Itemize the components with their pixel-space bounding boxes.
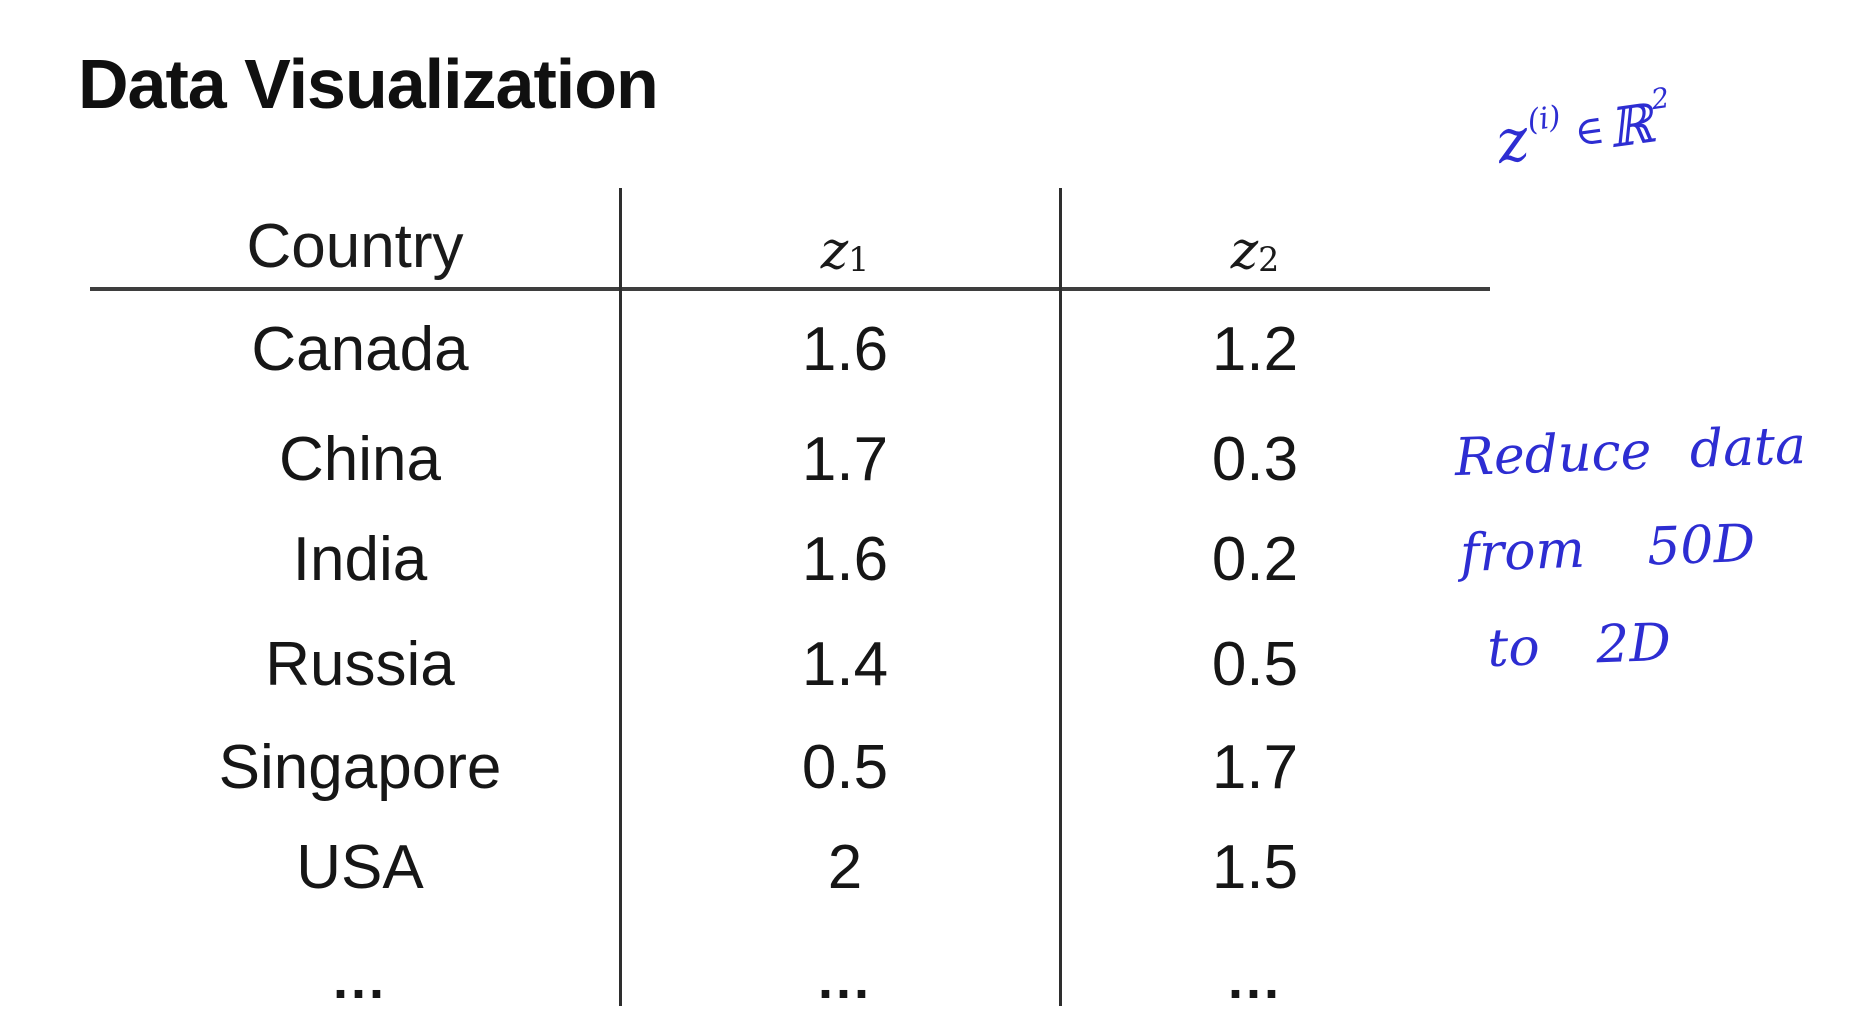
z1-cell: 1.6 [801,525,889,594]
z2-cell: 0.2 [1211,525,1299,594]
handwritten-reduction-note: Reduce data from 50D to 2D [1453,398,1814,698]
country-cell: Canada [251,315,469,384]
table-column-divider-2 [1059,188,1062,1006]
country-cell: Russia [265,630,455,699]
z1-symbol: z [820,221,849,281]
reduction-note-line-1: Reduce data [1453,415,1807,489]
table-row: Singapore 0.5 1.7 [0,730,1868,806]
real-numbers-symbol: ℝ [1603,91,1658,161]
table-row: China 1.7 0.3 [0,422,1868,498]
handwritten-embedding-note: z(i) ∈ℝ2 [1492,81,1677,178]
country-cell: India [292,525,428,594]
slide-title: Data Visualization [78,45,659,123]
element-of-symbol: ∈ [1571,106,1608,157]
country-cell: ... [332,950,387,1010]
table-row: India 1.6 0.2 [0,522,1868,598]
z2-cell: 1.7 [1211,733,1299,802]
z2-symbol: z [1230,221,1259,281]
column-header-country: Country [246,212,464,281]
z2-cell: 0.5 [1211,630,1299,699]
z2-cell: 0.3 [1211,425,1299,494]
z2-cell: 1.5 [1211,833,1299,902]
z1-cell: 1.7 [801,425,889,494]
z1-cell: 0.5 [801,733,889,802]
z2-subscript: 2 [1258,240,1280,280]
table-column-divider-1 [619,188,622,1006]
reduction-note-line-2: from 50D [1459,513,1757,585]
z2-cell: 1.2 [1211,315,1299,384]
z2-cell: ... [1227,950,1282,1010]
z1-cell: 2 [827,833,863,902]
embedding-superscript: (i) [1525,99,1563,139]
dimension-exponent: 2 [1649,81,1672,117]
column-header-z1: z1 [720,216,970,286]
z1-cell: 1.6 [801,315,889,384]
z1-cell: ... [817,950,872,1010]
reduction-note-line-3: to 2D [1486,612,1672,680]
table-row: Russia 1.4 0.5 [0,627,1868,703]
country-cell: China [279,425,441,494]
table-row-ellipsis: ... ... ... [0,942,1868,1018]
z1-subscript: 1 [848,240,870,280]
table-header-rule [90,287,1490,291]
table-row: USA 2 1.5 [0,830,1868,906]
z1-cell: 1.4 [801,630,889,699]
country-cell: USA [296,833,424,902]
column-header-z2: z2 [1130,216,1380,286]
country-cell: Singapore [218,733,502,802]
table-row: Canada 1.6 1.2 [0,312,1868,388]
